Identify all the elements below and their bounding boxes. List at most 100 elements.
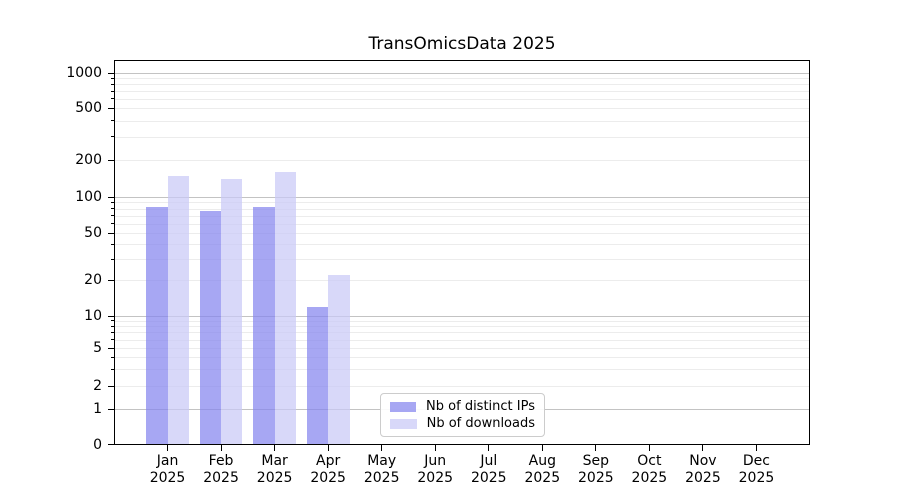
minor-gridline xyxy=(115,369,809,371)
x-tick-label: Apr 2025 xyxy=(310,453,346,486)
x-tick-label: Oct 2025 xyxy=(631,453,668,486)
y-tick xyxy=(108,72,114,74)
y-tick xyxy=(108,159,114,161)
x-tick xyxy=(755,445,757,451)
y-minor-tick xyxy=(111,320,114,322)
legend-item-downloads: Nb of downloads xyxy=(390,416,535,431)
minor-gridline xyxy=(115,208,809,210)
minor-gridline xyxy=(115,320,809,322)
x-tick xyxy=(220,445,222,451)
x-tick xyxy=(488,445,490,451)
y-tick-label: 200 xyxy=(75,152,102,168)
bar-distinct-ips xyxy=(306,306,329,444)
y-tick-label: 1000 xyxy=(66,65,102,81)
minor-gridline xyxy=(115,332,809,334)
y-tick-label: 2 xyxy=(93,378,102,394)
minor-gridline xyxy=(115,348,809,349)
x-tick xyxy=(702,445,704,451)
x-tick xyxy=(167,445,169,451)
major-gridline xyxy=(115,316,809,317)
y-tick xyxy=(108,347,114,349)
y-tick xyxy=(108,232,114,234)
y-tick-label: 10 xyxy=(84,308,102,324)
minor-gridline xyxy=(115,233,809,234)
y-minor-tick xyxy=(111,136,114,138)
minor-gridline xyxy=(115,84,809,86)
y-minor-tick xyxy=(111,201,114,203)
y-tick-label: 0 xyxy=(93,436,102,453)
y-tick xyxy=(108,444,114,445)
x-tick xyxy=(595,445,597,451)
y-minor-tick xyxy=(111,368,114,370)
bar-downloads xyxy=(221,179,243,444)
minor-gridline xyxy=(115,326,809,328)
bar-downloads xyxy=(167,176,189,444)
legend: Nb of distinct IPs Nb of downloads xyxy=(380,393,545,437)
minor-gridline xyxy=(115,357,809,359)
minor-gridline xyxy=(115,280,809,281)
x-tick xyxy=(434,445,436,451)
y-tick xyxy=(108,107,114,109)
minor-gridline xyxy=(115,215,809,217)
bar-downloads xyxy=(274,172,297,444)
x-tick-label: Sep 2025 xyxy=(578,453,614,486)
y-tick-label: 500 xyxy=(75,100,102,116)
minor-gridline xyxy=(115,108,809,109)
y-tick xyxy=(108,385,114,387)
y-minor-tick xyxy=(111,243,114,245)
y-minor-tick xyxy=(111,83,114,85)
y-tick-label: 100 xyxy=(75,189,102,205)
x-tick xyxy=(381,445,383,451)
y-minor-tick xyxy=(111,223,114,225)
minor-gridline xyxy=(115,244,809,246)
x-tick-label: Jul 2025 xyxy=(470,453,507,486)
minor-gridline xyxy=(115,78,809,80)
minor-gridline xyxy=(115,202,809,204)
minor-gridline xyxy=(115,223,809,225)
x-tick xyxy=(327,445,329,451)
x-tick xyxy=(648,445,650,451)
minor-gridline xyxy=(115,386,809,387)
y-minor-tick xyxy=(111,98,114,100)
y-minor-tick xyxy=(111,77,114,79)
x-tick-label: Aug 2025 xyxy=(524,453,561,486)
y-minor-tick xyxy=(111,208,114,210)
minor-gridline xyxy=(115,339,809,341)
bar-distinct-ips xyxy=(199,211,222,444)
x-tick xyxy=(274,445,276,451)
y-tick xyxy=(108,408,114,410)
legend-label-distinct-ips: Nb of distinct IPs xyxy=(426,399,535,414)
x-tick-label: Dec 2025 xyxy=(738,453,775,486)
major-gridline xyxy=(115,197,809,198)
y-minor-tick xyxy=(111,215,114,217)
y-tick xyxy=(108,315,114,317)
y-minor-tick xyxy=(111,120,114,122)
x-tick-label: Feb 2025 xyxy=(203,453,239,486)
bar-distinct-ips xyxy=(253,206,275,444)
y-minor-tick xyxy=(111,339,114,341)
legend-item-distinct-ips: Nb of distinct IPs xyxy=(390,399,535,414)
x-tick-label: May 2025 xyxy=(363,453,400,486)
legend-label-downloads: Nb of downloads xyxy=(426,416,535,431)
x-tick-label: Jan 2025 xyxy=(149,453,186,486)
x-tick-label: Jun 2025 xyxy=(417,453,454,486)
x-tick-label: Nov 2025 xyxy=(685,453,721,486)
y-tick-label: 50 xyxy=(84,225,102,241)
bar-downloads xyxy=(328,275,350,444)
legend-swatch-downloads xyxy=(390,418,417,429)
legend-swatch-distinct-ips xyxy=(390,401,417,412)
chart-title: TransOmicsData 2025 xyxy=(368,34,556,54)
y-tick-label: 20 xyxy=(84,272,102,288)
minor-gridline xyxy=(115,259,809,261)
minor-gridline xyxy=(115,98,809,100)
y-tick xyxy=(108,196,114,198)
x-tick-label: Mar 2025 xyxy=(256,453,293,486)
y-minor-tick xyxy=(111,258,114,260)
y-minor-tick xyxy=(111,331,114,333)
plot-area xyxy=(114,60,810,445)
y-minor-tick xyxy=(111,325,114,327)
minor-gridline xyxy=(115,120,809,122)
y-tick-label: 1 xyxy=(93,401,102,417)
minor-gridline xyxy=(115,136,809,138)
